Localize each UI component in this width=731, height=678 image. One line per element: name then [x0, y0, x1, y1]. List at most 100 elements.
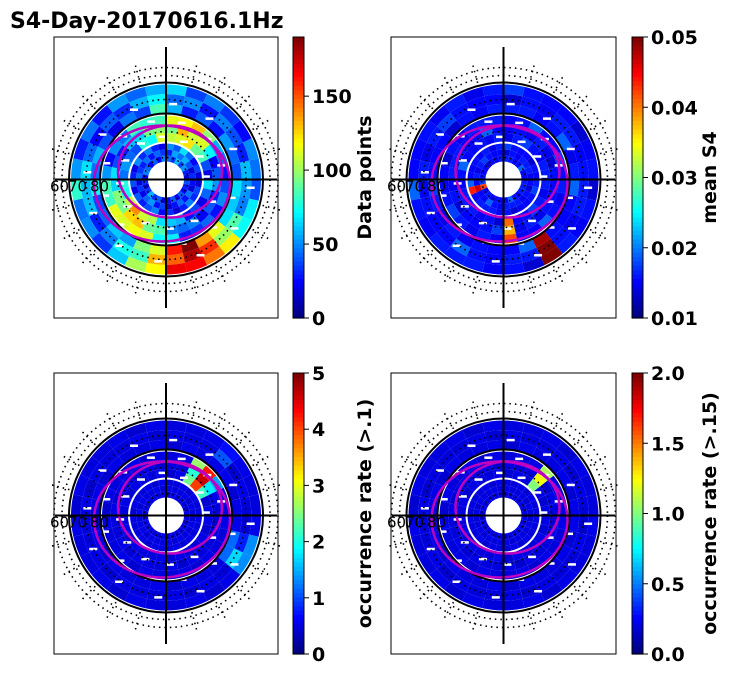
colorbar-segment: [293, 173, 304, 179]
colorbar-segment: [632, 570, 643, 576]
heat-cell: [184, 496, 194, 506]
heat-cell: [508, 486, 517, 494]
heat-cell: [544, 220, 563, 239]
heat-cell: [520, 432, 541, 448]
heat-cell: [128, 432, 150, 448]
heat-cell: [537, 187, 549, 200]
colorbar-segment: [293, 531, 304, 537]
heat-cell: [481, 164, 490, 172]
heat-cell: [157, 208, 166, 216]
gap-mark: [567, 227, 576, 230]
latitude-circle: [390, 66, 617, 293]
heat-cell: [242, 138, 259, 161]
heat-cell: [475, 151, 485, 161]
heat-cell: [418, 179, 430, 199]
colorbar-segment: [632, 230, 643, 236]
meridian-line: [236, 92, 253, 110]
heat-cell: [533, 531, 546, 545]
heat-cell: [180, 105, 199, 121]
heat-cell: [511, 157, 519, 166]
heat-cell: [580, 198, 597, 221]
heat-cell: [232, 120, 252, 143]
colorbar-segment: [293, 465, 304, 471]
latitude-label: 60: [50, 178, 69, 196]
colorbar-segment: [632, 291, 643, 297]
colorbar-segment: [293, 640, 304, 646]
meridian-line: [236, 428, 253, 446]
heat-cell: [249, 515, 261, 537]
colorbar-segment: [632, 460, 643, 466]
heat-cell: [449, 189, 462, 204]
colorbar-segment: [293, 513, 304, 519]
gap-mark: [478, 557, 487, 561]
colorbar-segment: [293, 421, 304, 427]
heat-cell: [147, 160, 155, 169]
colorbar-segment: [293, 278, 304, 284]
heat-cell: [176, 152, 185, 161]
heat-cell: [503, 84, 525, 97]
heat-cell: [195, 136, 210, 151]
heat-cell: [516, 538, 526, 548]
colorbar-segment: [293, 111, 304, 117]
colorbar-segment: [632, 452, 643, 458]
heat-cell: [577, 179, 589, 199]
colorbar-segment: [632, 67, 643, 73]
heat-cell: [456, 111, 475, 128]
heat-cell: [503, 143, 512, 151]
gap-mark: [566, 483, 575, 487]
heat-cell: [119, 169, 129, 180]
meridian-line: [416, 92, 434, 110]
meridian-line: [59, 117, 80, 131]
heat-cell: [532, 136, 547, 151]
heat-cell: [518, 156, 527, 165]
heat-cell: [249, 179, 261, 201]
gap-mark: [534, 253, 543, 257]
heat-cell: [408, 158, 421, 180]
heat-cell: [523, 215, 538, 230]
heat-cell: [462, 422, 485, 439]
colorbar-segment: [293, 447, 304, 453]
heat-cell: [435, 132, 452, 151]
heat-cell: [147, 496, 155, 505]
heat-cell: [180, 194, 190, 203]
colorbar-segment: [293, 63, 304, 69]
heat-cell: [462, 592, 485, 609]
heat-cell: [138, 525, 148, 535]
heat-cell: [92, 482, 107, 501]
colorbar-segment: [293, 177, 304, 183]
gap-mark: [123, 205, 132, 208]
gap-mark: [546, 226, 555, 229]
meridian-line: [133, 275, 141, 298]
colorbar-segment: [293, 269, 304, 275]
heat-cell: [213, 562, 233, 583]
colorbar-segment: [293, 133, 304, 139]
heat-cell: [514, 496, 523, 505]
heat-cell: [177, 160, 185, 169]
heat-cell: [503, 552, 514, 563]
heat-cell: [166, 115, 181, 126]
colorbar-segment: [632, 37, 643, 42]
heat-cell: [510, 542, 520, 551]
colorbar-segment: [632, 614, 643, 620]
heat-cell: [219, 232, 241, 254]
gap-mark: [141, 557, 150, 561]
heat-cell: [474, 502, 482, 511]
heat-cell: [147, 190, 155, 199]
colorbar-segment: [632, 296, 643, 302]
heat-cell: [149, 103, 166, 116]
colorbar-segment: [632, 513, 643, 519]
gap-mark: [546, 562, 555, 565]
colorbar-segment: [632, 58, 643, 64]
colorbar-segment: [293, 408, 304, 414]
heat-cell: [145, 470, 158, 482]
colorbar-segment: [632, 50, 643, 56]
gap-mark: [460, 541, 469, 544]
colorbar-segment: [632, 282, 643, 288]
heat-cell: [136, 520, 145, 529]
gap-mark: [230, 563, 239, 566]
colorbar-segment: [632, 438, 643, 444]
colorbar-segment: [293, 287, 304, 293]
heat-cell: [180, 156, 190, 165]
